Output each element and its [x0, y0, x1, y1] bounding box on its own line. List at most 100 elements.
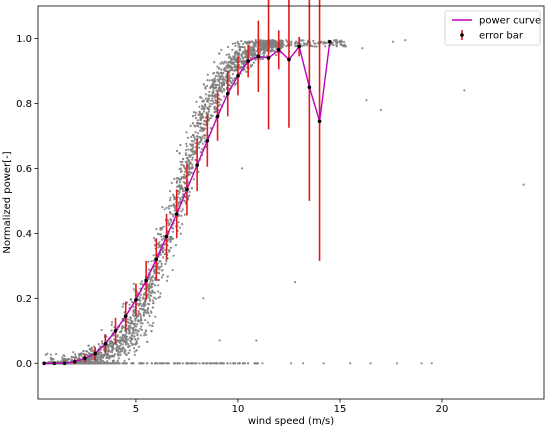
scatter-point [220, 48, 223, 52]
scatter-point [130, 326, 133, 329]
scatter-point [144, 319, 147, 322]
scatter-point [134, 328, 137, 332]
scatter-point [334, 39, 337, 42]
scatter-point [219, 89, 222, 92]
scatter-point [187, 148, 190, 151]
scatter-point [160, 238, 163, 241]
scatter-point [260, 40, 264, 43]
scatter-point [229, 80, 232, 83]
scatter-point [218, 97, 221, 100]
scatter-point [209, 86, 212, 90]
scatter-point [272, 43, 275, 46]
scatter-point [201, 362, 204, 365]
scatter-point [223, 68, 226, 71]
scatter-point [228, 76, 231, 79]
scatter-point [129, 298, 132, 301]
bin-marker [236, 74, 240, 78]
scatter-point [196, 119, 199, 122]
scatter-point [227, 53, 230, 56]
scatter-point [236, 42, 239, 45]
scatter-point [67, 357, 70, 361]
scatter-point [234, 83, 237, 86]
scatter-point [396, 362, 399, 365]
scatter-point [152, 302, 155, 305]
scatter-point [107, 345, 110, 348]
scatter-point [209, 127, 212, 130]
y-axis-label: Normalized power[-] [2, 151, 13, 253]
bin-marker [83, 356, 87, 361]
scatter-point [169, 246, 172, 249]
scatter-point [93, 360, 96, 363]
scatter-point [125, 362, 128, 365]
scatter-point [179, 144, 182, 147]
scatter-point [151, 289, 154, 292]
scatter-point [187, 136, 190, 139]
scatter-point [139, 327, 142, 330]
scatter-point [131, 337, 134, 340]
scatter-point [198, 112, 201, 115]
scatter-point [131, 320, 134, 323]
scatter-point [143, 301, 147, 304]
scatter-point [331, 43, 334, 46]
scatter-point [261, 362, 264, 365]
y-tick-label: 0.6 [16, 164, 32, 175]
scatter-point [211, 94, 214, 97]
scatter-point [239, 60, 242, 63]
scatter-point [106, 352, 109, 355]
bin-marker [123, 314, 128, 318]
scatter-point [213, 94, 217, 97]
scatter-point [211, 97, 214, 100]
scatter-point [128, 303, 131, 306]
scatter-point [164, 262, 167, 266]
scatter-point [206, 79, 209, 82]
scatter-point [161, 206, 164, 209]
scatter-point [183, 213, 186, 216]
scatter-point [179, 160, 182, 163]
scatter-point [187, 154, 190, 157]
scatter-point [174, 206, 177, 210]
scatter-point [266, 44, 269, 47]
scatter-point [214, 74, 217, 77]
scatter-point [99, 360, 102, 363]
scatter-point [157, 266, 160, 270]
scatter-point [132, 323, 135, 326]
scatter-point [188, 167, 191, 171]
scatter-point [61, 358, 64, 361]
scatter-point [151, 276, 154, 279]
scatter-point [190, 135, 193, 138]
scatter-point [139, 282, 142, 285]
y-tick-label: 0.0 [16, 359, 32, 370]
scatter-point [189, 362, 192, 365]
scatter-point [142, 293, 146, 296]
scatter-point [124, 335, 127, 338]
scatter-point [214, 86, 218, 89]
scatter-point [185, 145, 188, 148]
scatter-point [159, 292, 162, 295]
scatter-point [302, 362, 305, 365]
bin-marker [72, 359, 77, 364]
scatter-point [204, 127, 207, 130]
scatter-point [112, 362, 115, 365]
scatter-point [169, 240, 172, 243]
scatter-point [190, 167, 193, 170]
scatter-point [214, 77, 217, 80]
scatter-point [222, 83, 225, 87]
scatter-point [369, 362, 372, 365]
scatter-point [206, 84, 209, 87]
scatter-point [155, 228, 158, 231]
scatter-point [207, 107, 210, 110]
scatter-point [173, 209, 176, 212]
scatter-point [265, 48, 268, 52]
bin-marker [113, 328, 118, 333]
scatter-point [192, 143, 195, 147]
scatter-point [146, 340, 149, 343]
scatter-point [324, 42, 327, 45]
scatter-point [121, 347, 124, 350]
scatter-point [170, 181, 173, 184]
scatter-point [173, 177, 176, 181]
scatter-point [178, 362, 181, 365]
scatter-point [92, 362, 96, 365]
scatter-point [208, 102, 211, 105]
scatter-point [100, 362, 103, 365]
scatter-point [246, 362, 249, 365]
